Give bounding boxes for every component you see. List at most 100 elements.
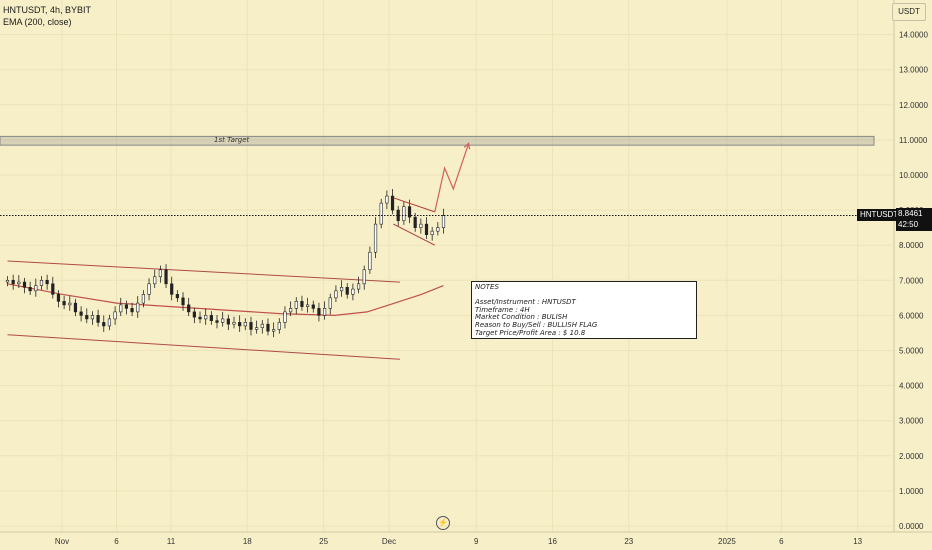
candle-body	[175, 294, 179, 299]
candle-body	[368, 251, 372, 271]
lightning-icon[interactable]: ⚡	[436, 516, 450, 530]
notes-line: Timeframe : 4H	[475, 305, 530, 314]
candle-body	[51, 283, 55, 295]
candle-body	[221, 318, 225, 323]
candle-body	[73, 302, 78, 313]
candle-body	[102, 322, 106, 327]
candle-body	[306, 304, 310, 307]
candle-body	[339, 287, 344, 292]
y-tick-label: 5.0000	[899, 347, 924, 356]
x-tick-label: 9	[474, 537, 479, 546]
candle-body	[181, 297, 185, 306]
y-tick-label: 7.0000	[899, 276, 924, 285]
candle-body	[192, 311, 196, 318]
candle-body	[402, 206, 406, 221]
candle-body	[153, 276, 157, 285]
ema-line	[7, 283, 444, 317]
chart-legend: HNTUSDT, 4h, BYBIT EMA (200, close)	[3, 4, 91, 28]
candle-body	[436, 227, 440, 232]
price-axis: 0.0000 1.0000 2.0000 3.0000 4.0000 5.0000 6.00…	[899, 31, 928, 531]
candle-body	[311, 304, 315, 309]
candle-body	[385, 195, 389, 204]
flag-lower-line	[393, 223, 436, 246]
y-tick-label: 1.0000	[899, 487, 924, 496]
candle-body	[226, 318, 230, 325]
x-tick-label: 6	[779, 537, 784, 546]
candle-body	[124, 304, 129, 309]
candle-body	[204, 315, 208, 320]
channel-lower-line	[7, 334, 400, 360]
candle-body	[356, 283, 361, 290]
candle-body	[419, 223, 423, 228]
candles	[5, 189, 446, 338]
candle-body	[85, 315, 89, 320]
currency-button[interactable]: USDT	[892, 3, 926, 21]
candle-body	[22, 281, 27, 288]
y-tick-label: 4.0000	[899, 382, 924, 391]
candle-body	[243, 322, 247, 327]
y-tick-label: 10.0000	[899, 171, 928, 180]
y-tick-label: 12.0000	[899, 101, 928, 110]
candle-body	[62, 301, 66, 306]
candle-body	[17, 281, 21, 285]
candle-body	[249, 322, 253, 330]
candle-body	[424, 223, 429, 235]
projection-arrow	[434, 142, 471, 213]
candle-body	[294, 301, 298, 309]
x-tick-label: Dec	[382, 537, 396, 546]
candle-body	[130, 308, 134, 313]
indicator-title: EMA (200, close)	[3, 17, 72, 27]
y-tick-label: 14.0000	[899, 31, 928, 40]
candle-body	[430, 230, 434, 235]
y-tick-label: 0.0000	[899, 522, 924, 531]
notes-header: NOTES	[475, 283, 499, 291]
flag-upper-line	[393, 197, 435, 213]
descending-channel	[7, 260, 400, 360]
candle-body	[187, 304, 191, 313]
x-tick-label: 2025	[718, 537, 736, 546]
candle-body	[373, 223, 378, 253]
candle-body	[96, 315, 100, 323]
candle-body	[5, 279, 10, 283]
candle-body	[79, 311, 83, 316]
candle-body	[328, 297, 332, 309]
channel-upper-line	[7, 260, 400, 283]
x-tick-label: 11	[167, 537, 176, 546]
x-tick-label: 13	[853, 537, 862, 546]
candle-body	[68, 302, 72, 306]
candle-body	[238, 322, 242, 327]
bar-countdown: 42:50	[898, 220, 919, 229]
y-tick-label: 2.0000	[899, 452, 924, 461]
candle-body	[277, 322, 281, 330]
y-tick-label: 6.0000	[899, 311, 924, 320]
candle-body	[56, 294, 61, 302]
candle-body	[272, 329, 276, 332]
candle-body	[158, 269, 162, 278]
candle-body	[170, 283, 174, 295]
notes-box: NOTES Asset/Instrument : HNTUSDT Timefra…	[471, 281, 697, 339]
candle-body	[322, 308, 327, 316]
candle-body	[11, 279, 15, 285]
y-tick-label: 3.0000	[899, 417, 924, 426]
candle-body	[34, 285, 38, 292]
y-tick-label: 13.0000	[899, 66, 928, 75]
bull-flag	[393, 197, 436, 246]
candle-body	[379, 202, 383, 225]
candle-body	[351, 288, 355, 295]
candle-body	[441, 215, 446, 228]
candle-body	[209, 315, 213, 321]
symbol-title: HNTUSDT, 4h, BYBIT	[3, 5, 92, 15]
candle-body	[300, 301, 304, 307]
candle-body	[362, 269, 366, 285]
projection-line	[434, 143, 470, 213]
x-tick-label: 16	[548, 537, 557, 546]
candle-body	[39, 279, 44, 286]
candle-body	[119, 304, 123, 313]
notes-line: Market Condition : BULISH	[475, 313, 568, 322]
candle-body	[407, 206, 412, 218]
candle-body	[334, 290, 338, 299]
candle-body	[198, 316, 202, 320]
x-tick-label: 18	[243, 537, 252, 546]
candle-body	[413, 216, 417, 228]
